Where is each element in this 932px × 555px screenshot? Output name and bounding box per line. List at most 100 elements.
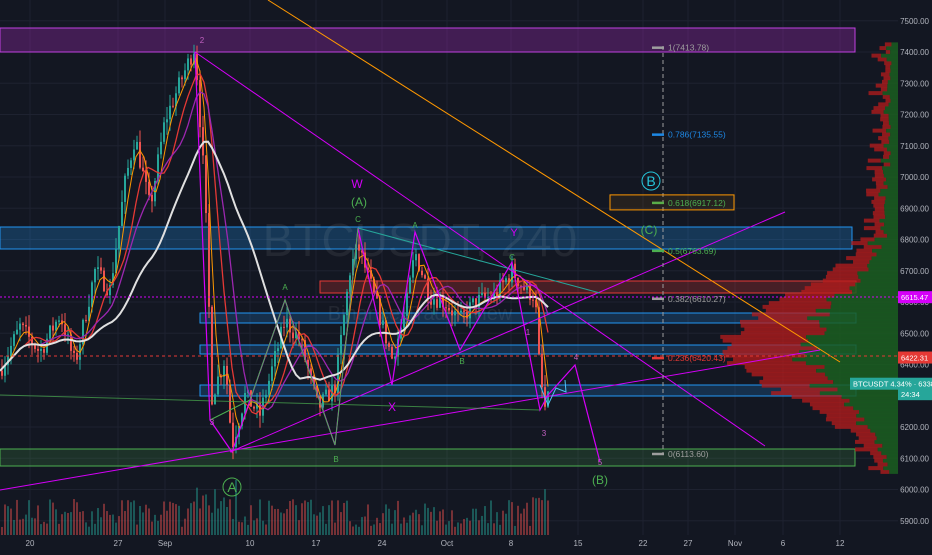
volume-bar xyxy=(544,489,546,535)
volume-profile-buy xyxy=(890,68,898,73)
time-tick-label: 17 xyxy=(312,539,321,548)
candle-body xyxy=(22,323,24,325)
candle-body xyxy=(277,348,279,352)
volume-profile-buy xyxy=(853,406,898,411)
volume-profile-buy xyxy=(824,364,898,369)
volume-bar xyxy=(382,513,384,535)
volume-bar xyxy=(22,518,24,535)
candle-body xyxy=(193,53,195,65)
volume-bar xyxy=(55,509,57,535)
candle-body xyxy=(205,155,207,214)
volume-bar xyxy=(154,514,156,535)
candle-body xyxy=(115,249,117,274)
volume-bar xyxy=(364,516,366,535)
volume-profile-buy xyxy=(819,319,898,324)
candle-body xyxy=(514,263,516,278)
volume-profile-buy xyxy=(849,398,898,403)
volume-profile-sell xyxy=(804,286,850,291)
candle-body xyxy=(481,292,483,295)
volume-profile-sell xyxy=(759,379,834,384)
price-tag-label: 6422.31 xyxy=(901,354,928,363)
fib-level-label: 0.5(6763.69) xyxy=(668,246,716,256)
candle-body xyxy=(520,285,522,287)
candle-body xyxy=(118,225,120,250)
volume-profile-sell xyxy=(882,124,891,129)
candle-body xyxy=(130,160,132,168)
volume-profile-buy xyxy=(868,267,898,272)
candle-body xyxy=(448,307,450,311)
volume-bar xyxy=(115,522,117,535)
volume-bar xyxy=(430,511,432,535)
symbol-watermark: BTCUSDT, 240 Binance Tradingview xyxy=(263,214,577,325)
wave-label: 4 xyxy=(574,353,579,362)
volume-bar xyxy=(484,506,486,535)
blue-zone-upper xyxy=(0,226,853,250)
volume-profile-sell xyxy=(863,244,882,249)
volume-bar xyxy=(214,489,216,535)
candle-body xyxy=(403,315,405,328)
volume-bar xyxy=(385,504,387,535)
volume-profile-buy xyxy=(883,181,898,186)
volume-bar xyxy=(397,500,399,535)
volume-bar xyxy=(268,500,270,535)
candle-body xyxy=(538,307,540,354)
candle-body xyxy=(385,320,387,344)
candle-body xyxy=(133,149,135,161)
volume-bar xyxy=(304,500,306,535)
candle-body xyxy=(196,53,198,81)
volume-profile-buy xyxy=(844,402,898,407)
candle-body xyxy=(304,340,306,360)
grid-lines xyxy=(0,0,898,535)
volume-profile-sell xyxy=(863,218,880,223)
fibonacci-retracement: 1(7413.78) 0.786(7135.55) 0.618(6917.12) 0.… xyxy=(609,43,735,459)
wave-label: A xyxy=(412,221,418,230)
volume-profile-sell xyxy=(880,72,890,77)
candle-body xyxy=(241,413,243,426)
volume-profile-buy xyxy=(891,42,898,47)
volume-bar xyxy=(292,499,294,535)
candle-body xyxy=(268,380,270,395)
time-tick-label: 27 xyxy=(684,539,693,548)
volume-profile-buy xyxy=(872,248,898,253)
volume-profile-sell xyxy=(809,402,845,407)
volume-bar xyxy=(199,508,201,535)
candle-body xyxy=(349,275,351,292)
volume-profile-sell xyxy=(878,102,889,107)
volume-bar xyxy=(271,505,273,535)
volume-bar xyxy=(466,517,468,535)
volume-bar xyxy=(79,511,81,535)
volume-profile-sell xyxy=(875,229,884,234)
volume-bar xyxy=(349,521,351,535)
volume-bar xyxy=(526,502,528,535)
volume-bar xyxy=(505,513,507,535)
volume-profile-buy xyxy=(829,312,898,317)
time-tick-label: 24 xyxy=(378,539,387,548)
volume-profile-buy xyxy=(886,454,898,459)
price-tick-label: 7300.00 xyxy=(900,79,929,88)
volume-profile-buy xyxy=(869,259,898,264)
candle-body xyxy=(502,280,504,283)
red-zone xyxy=(319,280,857,294)
ma-orange xyxy=(0,57,549,431)
volume-profile-sell xyxy=(880,469,890,474)
volume-profile-sell xyxy=(880,87,888,92)
volume-profile-sell xyxy=(827,271,858,276)
volume-bar xyxy=(118,516,120,535)
volume-profile-buy xyxy=(855,282,898,287)
candle-body xyxy=(109,284,111,296)
volume-bar xyxy=(184,518,186,535)
volume-profile-buy xyxy=(819,391,898,396)
volume-bar xyxy=(379,523,381,535)
time-axis-bg xyxy=(0,535,932,550)
volume-bar xyxy=(529,525,531,535)
candle-body xyxy=(505,278,507,283)
volume-profile-buy xyxy=(885,106,898,111)
volume-bar xyxy=(478,520,480,535)
volume-profile-sell xyxy=(881,139,890,144)
volume-profile-buy xyxy=(890,132,898,137)
candle-body xyxy=(343,315,345,335)
volume-profile-buy xyxy=(887,79,898,84)
volume-bar xyxy=(235,479,237,535)
